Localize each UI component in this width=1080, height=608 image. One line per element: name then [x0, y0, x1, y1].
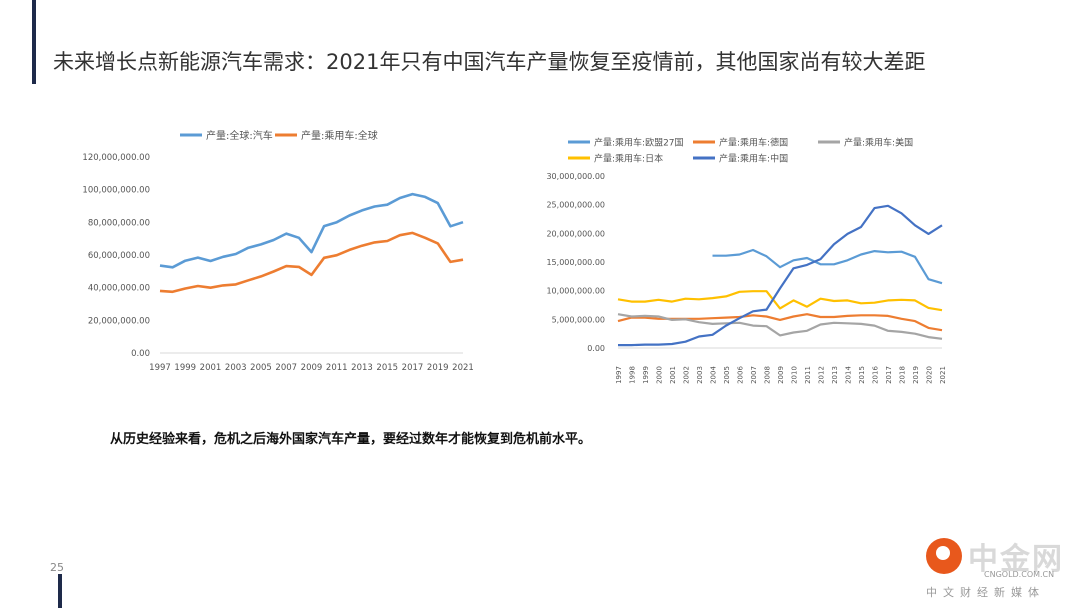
x-tick-label: 2006: [737, 366, 745, 384]
legend-label: 产量:乘用车:欧盟27国: [594, 137, 684, 149]
watermark-domain: CNGOLD.COM.CN: [984, 570, 1055, 579]
legend-label: 产量:乘用车:中国: [719, 153, 788, 165]
y-tick-label: 10,000,000.00: [546, 287, 605, 296]
x-tick-label: 2013: [351, 363, 373, 373]
x-tick-label: 2002: [683, 366, 691, 384]
series-line-japan: [617, 290, 943, 312]
x-tick-label: 2018: [899, 366, 907, 384]
slide-note: 从历史经验来看，危机之后海外国家汽车产量，要经过数年才能恢复到危机前水平。: [110, 432, 592, 447]
legend-label: 产量:乘用车:美国: [844, 137, 913, 149]
x-tick-label: 2015: [376, 363, 398, 373]
x-tick-label: 1999: [642, 366, 650, 384]
x-tick-label: 2015: [858, 366, 866, 384]
x-tick-label: 2017: [402, 363, 424, 373]
y-tick-label: 60,000,000.00: [88, 251, 150, 261]
watermark-name: 中金网: [968, 542, 1064, 577]
x-tick-label: 2009: [301, 363, 323, 373]
x-tick-label: 2005: [250, 363, 272, 373]
x-tick-label: 2019: [427, 363, 449, 373]
watermark-tagline: 中文财经新媒体: [926, 586, 1045, 599]
watermark: 中金网 CNGOLD.COM.CN 中文财经新媒体: [918, 534, 1078, 604]
x-tick-label: 2000: [656, 366, 664, 384]
global-production-chart: 产量:全球:汽车 产量:乘用车:全球 0.00 20,000,000.00 40,00…: [82, 129, 474, 373]
y-tick-label: 15,000,000.00: [546, 258, 605, 267]
x-tick-label: 1997: [615, 366, 623, 384]
x-tick-label: 2017: [885, 366, 893, 384]
y-tick-label: 0.00: [131, 349, 150, 359]
x-tick-label: 2005: [723, 366, 731, 384]
legend-label: 产量:乘用车:日本: [594, 153, 663, 165]
y-tick-label: 120,000,000.00: [82, 153, 150, 163]
legend-label: 产量:乘用车:全球: [301, 129, 378, 142]
x-tick-label: 2012: [818, 366, 826, 384]
x-tick-label: 2011: [326, 363, 348, 373]
series-line-china: [618, 204, 943, 347]
slide-title: 未来增长点新能源汽车需求：2021年只有中国汽车产量恢复至疫情前，其他国家尚有较…: [53, 50, 926, 74]
x-tick-label: 2007: [275, 363, 297, 373]
y-tick-label: 20,000,000.00: [88, 316, 150, 326]
y-tick-label: 20,000,000.00: [546, 229, 605, 238]
x-tick-label: 2007: [750, 366, 758, 384]
x-tick-label: 2019: [912, 366, 920, 384]
x-tick-label: 2003: [696, 366, 704, 384]
x-tick-label: 2001: [200, 363, 222, 373]
x-tick-label: 1997: [149, 363, 171, 373]
page-number: 25: [50, 561, 64, 574]
series-line-eu27: [712, 248, 943, 285]
x-tick-label: 2014: [845, 366, 853, 384]
accent-bar-top: [32, 0, 36, 84]
watermark-logo-icon: [926, 538, 962, 574]
y-tick-label: 25,000,000.00: [546, 201, 605, 210]
y-tick-label: 0.00: [587, 344, 605, 353]
x-tick-label: 2004: [710, 366, 718, 384]
y-tick-label: 30,000,000.00: [546, 172, 605, 181]
x-tick-label: 1998: [629, 366, 637, 384]
y-tick-label: 5,000,000.00: [552, 315, 605, 324]
x-tick-label: 2013: [831, 366, 839, 384]
x-tick-label: 2016: [872, 366, 880, 384]
series-line-global-passenger: [159, 231, 464, 294]
x-tick-label: 2021: [939, 366, 947, 384]
x-tick-label: 1999: [174, 363, 196, 373]
y-tick-label: 100,000,000.00: [82, 186, 150, 196]
x-tick-label: 2011: [804, 366, 812, 384]
y-tick-label: 80,000,000.00: [88, 218, 150, 228]
x-tick-label: 2020: [926, 366, 934, 384]
x-tick-label: 2001: [669, 366, 677, 384]
series-line-germany: [617, 313, 943, 332]
y-tick-label: 40,000,000.00: [88, 284, 150, 294]
x-tick-label: 2003: [225, 363, 247, 373]
x-tick-label: 2010: [791, 366, 799, 384]
x-tick-label: 2009: [777, 366, 785, 384]
legend-label: 产量:乘用车:德国: [719, 137, 788, 149]
x-tick-label: 2008: [764, 366, 772, 384]
series-line-global-vehicle: [159, 192, 464, 269]
x-tick-label: 2021: [452, 363, 474, 373]
series-line-usa: [617, 313, 943, 340]
accent-bar-bottom: [58, 574, 62, 608]
legend-label: 产量:全球:汽车: [206, 129, 273, 142]
